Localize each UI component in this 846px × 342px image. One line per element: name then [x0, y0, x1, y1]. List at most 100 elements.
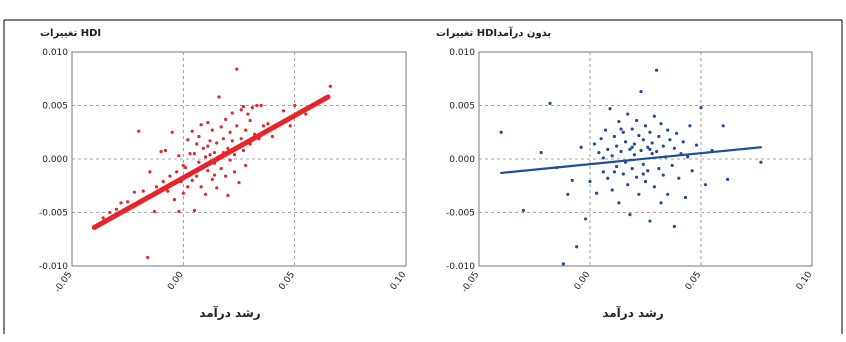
y-tick-label: 0.010	[42, 48, 68, 58]
scatter-point	[201, 146, 205, 150]
scatter-point	[199, 185, 203, 189]
scatter-point	[650, 141, 654, 145]
scatter-point	[181, 163, 185, 168]
scatter-point	[155, 185, 159, 189]
scatter-point	[637, 192, 641, 196]
scatter-point	[570, 178, 574, 182]
scatter-point	[628, 147, 632, 151]
scatter-point	[224, 174, 228, 178]
scatter-point	[208, 153, 212, 157]
scatter-point	[650, 152, 654, 156]
x-tick-label: -0.05	[53, 270, 75, 295]
scatter-point	[168, 174, 172, 178]
scatter-point	[248, 118, 252, 123]
scatter-point	[226, 146, 230, 150]
scatter-point	[235, 124, 239, 128]
scatter-point	[726, 177, 730, 181]
scatter-point	[232, 170, 237, 174]
scatter-point	[588, 179, 592, 184]
scatter-point	[166, 189, 170, 193]
x-tick-label: 0.00	[573, 270, 593, 292]
scatter-point	[628, 213, 632, 217]
trend-line	[500, 146, 763, 175]
y-tick-label: -0.010	[39, 262, 68, 272]
scatter-point	[548, 101, 552, 105]
scatter-point	[114, 207, 119, 211]
scatter-point	[235, 67, 239, 71]
scatter-point	[101, 216, 105, 220]
scatter-point	[641, 172, 645, 176]
scatter-point	[655, 149, 659, 154]
scatter-point	[674, 131, 679, 135]
scatter-point	[197, 134, 201, 139]
right-scatter-panel: 0.010 0.005 0.000 -0.005 -0.010-0.05 0.00 0.05…	[436, 26, 815, 320]
x-tick-label: -0.05	[460, 270, 482, 295]
scatter-point	[617, 119, 621, 124]
scatter-point	[608, 107, 612, 111]
y-tick-label: 0.005	[42, 102, 68, 112]
scatter-point	[250, 106, 254, 110]
scatter-point	[210, 128, 214, 132]
scatter-point	[304, 112, 308, 116]
y-tick-label: 0.000	[42, 155, 68, 165]
scatter-point	[163, 148, 168, 153]
scatter-point	[206, 144, 210, 148]
scatter-point	[190, 129, 194, 133]
scatter-point	[161, 179, 165, 184]
scatter-point	[152, 209, 156, 214]
scatter-point	[237, 180, 241, 185]
scatter-point	[181, 191, 185, 195]
scatter-point	[597, 150, 601, 155]
trend-line	[91, 94, 331, 230]
y-tick-label: 0.005	[449, 102, 475, 112]
scatter-point	[539, 150, 543, 155]
scatter-point	[328, 84, 332, 88]
scatter-point	[648, 130, 652, 134]
scatter-point	[244, 128, 248, 132]
scatter-point	[639, 148, 643, 153]
scatter-point	[206, 169, 210, 173]
scatter-point	[172, 198, 177, 202]
y-axis-label: تغییرات HDIبدون درآمد	[436, 26, 551, 39]
scatter-point	[183, 165, 188, 170]
scatter-point	[126, 200, 130, 204]
scatter-point	[632, 153, 637, 157]
scatter-point	[281, 109, 286, 113]
scatter-point	[601, 170, 605, 174]
scatter-point	[270, 134, 274, 139]
scatter-point	[190, 178, 194, 182]
scatter-point	[566, 192, 570, 196]
scatter-point	[623, 140, 628, 144]
scatter-point	[655, 68, 659, 72]
scatter-point	[661, 173, 665, 177]
scatter-point	[141, 189, 145, 193]
scatter-point	[208, 139, 212, 143]
scatter-point	[521, 208, 526, 212]
x-tick-label: 0.10	[795, 270, 815, 292]
scatter-point	[241, 148, 246, 153]
scatter-point	[641, 138, 645, 142]
scatter-point	[646, 145, 650, 149]
scatter-point	[595, 191, 599, 195]
y-tick-label: -0.005	[39, 209, 68, 219]
scatter-point	[646, 169, 650, 173]
scatter-point	[759, 160, 763, 164]
scatter-point	[246, 112, 250, 116]
scatter-point	[639, 89, 643, 94]
scatter-point	[215, 141, 219, 145]
y-tick-label: 0.000	[449, 155, 475, 165]
scatter-point	[659, 122, 663, 126]
scatter-point	[259, 103, 263, 108]
y-tick-label: -0.010	[446, 262, 475, 272]
left-scatter-panel: 0.010 0.005 0.000 -0.005 -0.010-0.05 0.00 0.05…	[39, 28, 409, 320]
scatter-point	[188, 152, 192, 156]
scatter-point	[192, 208, 197, 212]
scatter-point	[683, 195, 688, 200]
scatter-point	[232, 153, 237, 157]
scatter-point	[228, 158, 232, 162]
scatter-point	[108, 210, 112, 215]
scatter-point	[159, 149, 163, 154]
scatter-point	[192, 152, 197, 156]
scatter-point	[186, 138, 190, 142]
